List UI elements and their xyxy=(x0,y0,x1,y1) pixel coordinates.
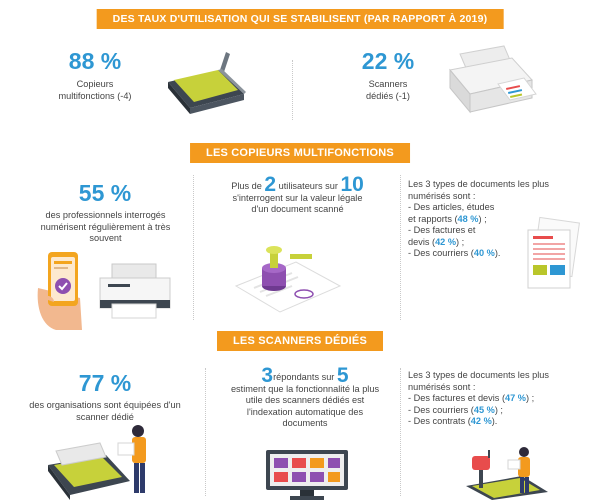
copier-doc-item3: - Des courriers (40 %). xyxy=(408,248,588,260)
scanner-doc-item2-text: - Des courriers ( xyxy=(408,404,474,415)
legal-value-line1: Plus de 2 utilisateurs sur 10 xyxy=(200,174,395,195)
copier-doc-item2b-text: devis ( xyxy=(408,236,436,247)
scanner-usage-stat: 22 % xyxy=(361,48,415,74)
section3-divider-right xyxy=(400,368,401,496)
copier-usage-label-line2: multifonctions (-4) xyxy=(58,90,132,101)
dedicated-scanner-icon xyxy=(449,45,537,114)
scanner-doc-types: Les 3 types de documents les plus numéri… xyxy=(408,370,593,428)
legal-value-num1: 2 xyxy=(264,173,277,196)
section3-divider-left xyxy=(205,368,206,496)
scanner-doc-item2c: ) ; xyxy=(494,404,503,415)
mailbox-person-icon xyxy=(466,447,548,500)
scanner-equipped-text: des organisations sont équipées d'un sca… xyxy=(5,400,205,423)
copier-doc-item2a: - Des factures et xyxy=(408,225,476,235)
section1-divider xyxy=(292,60,293,120)
documents-stack-icon xyxy=(527,216,580,289)
indexing-line3: utile des scanners dédiés est xyxy=(245,395,365,405)
scanner-doc-item3c: ). xyxy=(491,416,498,426)
indexing-text: 3répondants sur 5 estiment que la foncti… xyxy=(210,365,400,430)
scanner-doc-intro2: numérisés sont : xyxy=(408,381,476,392)
copier-doc-item2c: ) ; xyxy=(456,236,465,247)
copier-usage-label: Copieurs multifonctions (-4) xyxy=(40,79,150,102)
copier-doc-types: Les 3 types de documents les plus numéri… xyxy=(408,179,588,260)
scanner-equipped-line1: des organisations sont équipées d'un xyxy=(29,400,181,410)
phone-printer-icon xyxy=(37,252,171,330)
copier-doc-intro2: numérisés sont : xyxy=(408,190,476,201)
legal-value-mid: utilisateurs sur xyxy=(276,181,341,191)
regular-scanning-text: des professionnels interrogés numérisent… xyxy=(18,210,193,245)
copier-doc-item2-pct: 42 % xyxy=(435,236,457,247)
copier-doc-item3-pct: 40 % xyxy=(473,248,495,258)
monitor-index-icon xyxy=(266,450,348,500)
scanner-usage-label-line1: Scanners xyxy=(368,79,408,89)
legal-value-num2: 10 xyxy=(340,173,364,196)
scanner-usage-label-line2: dédiés (-1) xyxy=(366,90,410,101)
scanner-doc-item3-pct: 42 % xyxy=(470,416,492,426)
scanner-doc-item2-pct: 45 % xyxy=(473,404,495,415)
regular-scanning-line1: des professionnels interrogés xyxy=(45,210,166,220)
indexing-line5: documents xyxy=(282,418,328,428)
usage-rates-banner: DES TAUX D'UTILISATION QUI SE STABILISEN… xyxy=(96,9,504,29)
legal-value-line3: d'un document scanné xyxy=(251,204,344,214)
regular-scanning-line2: numérisent régulièrement à très xyxy=(40,221,171,232)
scanner-equipped-line2: scanner dédié xyxy=(76,411,134,422)
copier-doc-item3c: ). xyxy=(494,248,501,258)
scanner-doc-item3: - Des contrats (42 %). xyxy=(408,416,593,428)
copier-usage-label-line1: Copieurs xyxy=(76,79,114,89)
legal-value-line2: s'interrogent sur la valeur légale xyxy=(232,192,363,203)
multifunction-copiers-banner: LES COPIEURS MULTIFONCTIONS xyxy=(190,143,410,163)
stamp-document-icon xyxy=(234,246,342,313)
copier-doc-item1a: - Des articles, études xyxy=(408,202,495,212)
scanner-doc-item1-pct: 47 % xyxy=(505,393,526,403)
copier-doc-item1b: et rapports (48 %) ; xyxy=(408,214,588,226)
scanner-doc-intro1: Les 3 types de documents les plus xyxy=(408,370,549,380)
section2-divider-left xyxy=(193,175,194,320)
scanner-equipped-stat: 77 % xyxy=(78,370,132,396)
section2-divider-right xyxy=(400,175,401,320)
indexing-line1: 3répondants sur 5 xyxy=(210,365,400,386)
scanner-doc-item2: - Des courriers (45 %) ; xyxy=(408,405,593,417)
indexing-num2: 5 xyxy=(336,364,349,387)
scanner-doc-item1: - Des factures et devis (47 %) ; xyxy=(408,393,593,405)
scanner-doc-item1-text: - Des factures et devis ( xyxy=(408,393,506,403)
regular-scanning-stat: 55 % xyxy=(78,180,132,206)
indexing-mid: répondants sur xyxy=(273,372,337,382)
legal-value-text: Plus de 2 utilisateurs sur 10 s'interrog… xyxy=(200,174,395,216)
scanner-doc-item1c: ) ; xyxy=(525,393,535,403)
indexing-num1: 3 xyxy=(261,364,274,387)
regular-scanning-line3: souvent xyxy=(89,233,122,243)
scanner-usage-label: Scanners dédiés (-1) xyxy=(335,79,441,102)
copier-usage-stat: 88 % xyxy=(68,48,122,74)
copier-doc-intro1: Les 3 types de documents les plus xyxy=(408,179,549,189)
scanner-doc-item3-text: - Des contrats ( xyxy=(408,416,471,426)
dedicated-scanners-banner: LES SCANNERS DÉDIÉS xyxy=(217,331,383,351)
multifunction-copier-icon xyxy=(168,52,246,114)
person-scanner-icon xyxy=(48,425,146,500)
copier-doc-item1-pct: 48 % xyxy=(457,213,479,224)
indexing-line2: estiment que la fonctionnalité la plus xyxy=(230,383,380,394)
legal-value-pre: Plus de xyxy=(231,181,265,191)
copier-doc-item3-text: - Des courriers ( xyxy=(408,248,474,258)
copier-doc-item1b-text: et rapports ( xyxy=(408,213,458,224)
indexing-line4: l'indexation automatique des xyxy=(246,406,364,417)
copier-doc-item1c: ) ; xyxy=(478,213,487,224)
copier-doc-item2b: devis (42 %) ; xyxy=(408,237,588,249)
